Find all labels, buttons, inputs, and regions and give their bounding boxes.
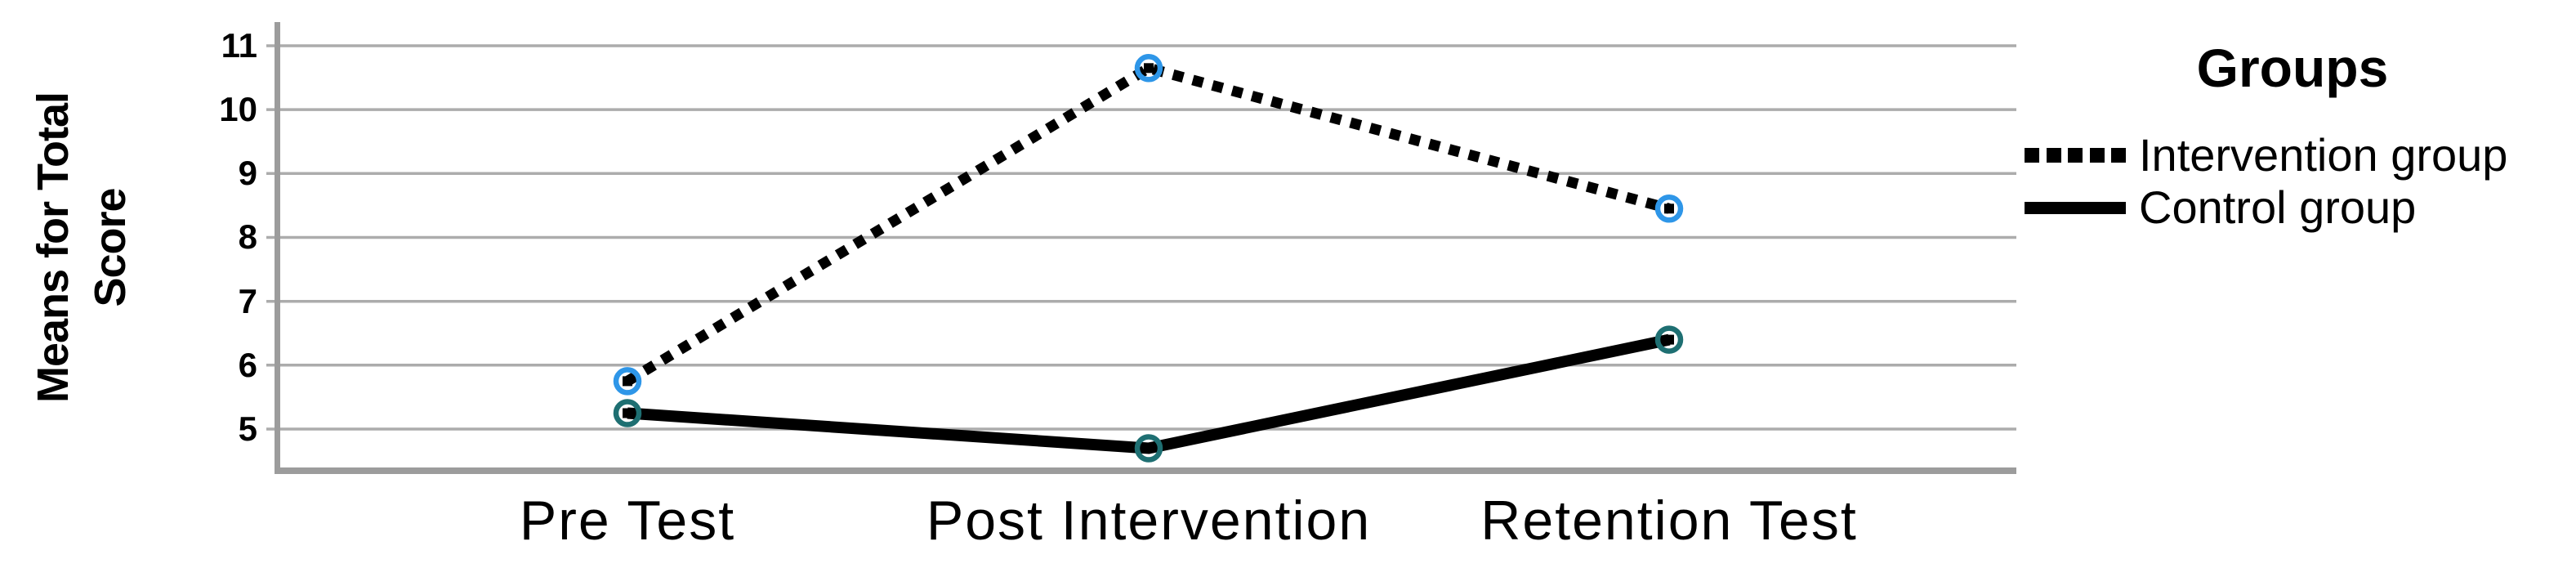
x-axis-line	[275, 467, 2016, 474]
legend-entry-control-group: Control group	[2025, 181, 2416, 235]
data-point-marker-control	[613, 399, 642, 427]
legend-entry-label: Control group	[2139, 181, 2417, 233]
y-axis-title: Means for Total Score	[25, 0, 139, 536]
marker-center-dot	[623, 376, 632, 387]
y-axis-title-line2: Score	[86, 188, 135, 307]
y-tick-label-8: 8	[238, 217, 257, 257]
legend-entry-label: Intervention group	[2139, 129, 2508, 181]
series-line-intervention	[624, 62, 1671, 386]
y-tick-label-7: 7	[238, 281, 257, 320]
marker-center-dot	[1664, 334, 1674, 345]
marker-center-dot	[1664, 203, 1674, 214]
y-tick-label-9: 9	[238, 154, 257, 193]
x-axis-label-retention-test: Retention Test	[1480, 490, 1858, 552]
data-point-marker-intervention	[613, 367, 642, 396]
series-line-control	[627, 333, 1671, 454]
y-axis-line	[275, 22, 280, 474]
data-point-marker-control	[1654, 325, 1684, 354]
x-axis-label-pre-test: Pre Test	[519, 490, 736, 552]
marker-center-dot	[623, 408, 632, 418]
data-point-marker-intervention	[1654, 195, 1684, 223]
y-tick-label-10: 10	[219, 90, 257, 129]
y-axis-title-line1: Means for Total	[29, 92, 78, 404]
legend-title: Groups	[2196, 38, 2389, 98]
y-tick-label-11: 11	[221, 25, 257, 65]
y-tick-label-5: 5	[238, 409, 257, 448]
dotted-line-swatch-icon	[2025, 148, 2126, 163]
y-tick-label-6: 6	[238, 345, 257, 384]
legend-entry-intervention-group: Intervention group	[2025, 128, 2507, 182]
marker-center-dot	[1144, 63, 1154, 74]
x-axis-label-post-intervention: Post Intervention	[926, 490, 1372, 552]
marker-center-dot	[1144, 443, 1154, 454]
data-point-marker-control	[1134, 434, 1163, 463]
data-point-marker-intervention	[1134, 54, 1163, 83]
solid-line-swatch-icon	[2025, 201, 2126, 214]
